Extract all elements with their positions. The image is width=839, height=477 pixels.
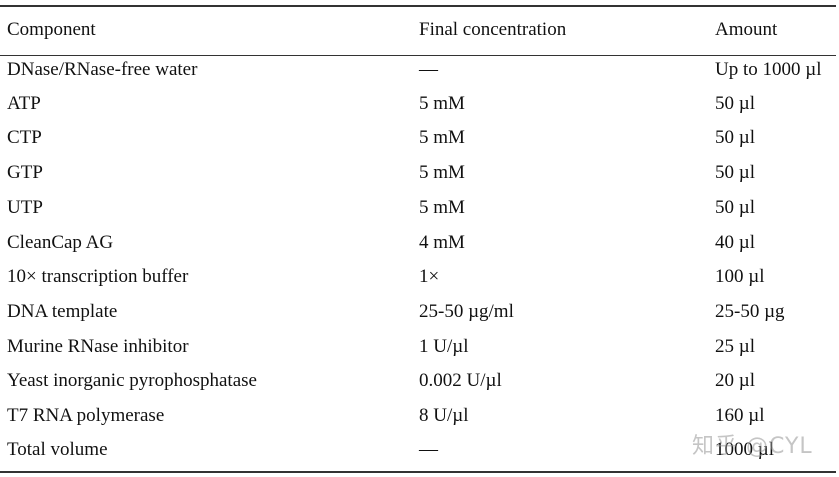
cell-component: CleanCap AG xyxy=(7,232,114,253)
cell-concentration: 0.002 U/µl xyxy=(419,370,502,391)
table-row: CTP 5 mM 50 µl xyxy=(0,121,839,155)
table-row: Murine RNase inhibitor 1 U/µl 25 µl xyxy=(0,330,839,364)
table-row: DNase/RNase-free water — Up to 1000 µl xyxy=(0,53,839,87)
cell-amount: 50 µl xyxy=(715,197,755,218)
cell-concentration: 5 mM xyxy=(419,162,465,183)
cell-concentration: — xyxy=(419,59,438,80)
table-row: Yeast inorganic pyrophosphatase 0.002 U/… xyxy=(0,364,839,398)
cell-amount: Up to 1000 µl xyxy=(715,59,822,80)
table-row: 10× transcription buffer 1× 100 µl xyxy=(0,260,839,294)
table-row: GTP 5 mM 50 µl xyxy=(0,156,839,190)
cell-amount: 50 µl xyxy=(715,162,755,183)
cell-component: DNase/RNase-free water xyxy=(7,59,198,80)
table-header-rule xyxy=(0,55,836,56)
cell-amount: 50 µl xyxy=(715,127,755,148)
cell-component: ATP xyxy=(7,93,41,114)
cell-amount: 25 µl xyxy=(715,336,755,357)
cell-component: DNA template xyxy=(7,301,118,322)
table-top-rule xyxy=(0,5,836,7)
header-amount: Amount xyxy=(715,19,778,40)
table-row: T7 RNA polymerase 8 U/µl 160 µl xyxy=(0,399,839,433)
cell-component: Total volume xyxy=(7,439,108,460)
table-row: DNA template 25-50 µg/ml 25-50 µg xyxy=(0,295,839,329)
cell-amount: 25-50 µg xyxy=(715,301,785,322)
cell-amount: 50 µl xyxy=(715,93,755,114)
cell-amount: 1000 µl xyxy=(715,439,774,460)
cell-concentration: 1× xyxy=(419,266,440,287)
cell-component: Murine RNase inhibitor xyxy=(7,336,189,357)
table-row: UTP 5 mM 50 µl xyxy=(0,191,839,225)
table-row: CleanCap AG 4 mM 40 µl xyxy=(0,226,839,260)
cell-concentration: 25-50 µg/ml xyxy=(419,301,514,322)
table-row: ATP 5 mM 50 µl xyxy=(0,87,839,121)
watermark: 知乎 @CYL xyxy=(692,434,813,459)
cell-concentration: 8 U/µl xyxy=(419,405,469,426)
cell-component: UTP xyxy=(7,197,43,218)
table-bottom-rule xyxy=(0,471,836,473)
cell-amount: 20 µl xyxy=(715,370,755,391)
cell-concentration: 5 mM xyxy=(419,93,465,114)
cell-component: 10× transcription buffer xyxy=(7,266,189,287)
cell-component: T7 RNA polymerase xyxy=(7,405,165,426)
header-final-concentration: Final concentration xyxy=(419,19,567,40)
table-row-total: Total volume — 1000 µl xyxy=(0,433,839,467)
cell-concentration: 5 mM xyxy=(419,197,465,218)
table-header-row: Component Final concentration Amount xyxy=(0,13,839,47)
cell-concentration: 5 mM xyxy=(419,127,465,148)
cell-amount: 100 µl xyxy=(715,266,765,287)
cell-concentration: — xyxy=(419,439,438,460)
cell-concentration: 4 mM xyxy=(419,232,465,253)
cell-concentration: 1 U/µl xyxy=(419,336,469,357)
cell-amount: 40 µl xyxy=(715,232,755,253)
cell-component: Yeast inorganic pyrophosphatase xyxy=(7,370,257,391)
cell-component: CTP xyxy=(7,127,42,148)
header-component: Component xyxy=(7,19,96,40)
cell-amount: 160 µl xyxy=(715,405,765,426)
cell-component: GTP xyxy=(7,162,43,183)
